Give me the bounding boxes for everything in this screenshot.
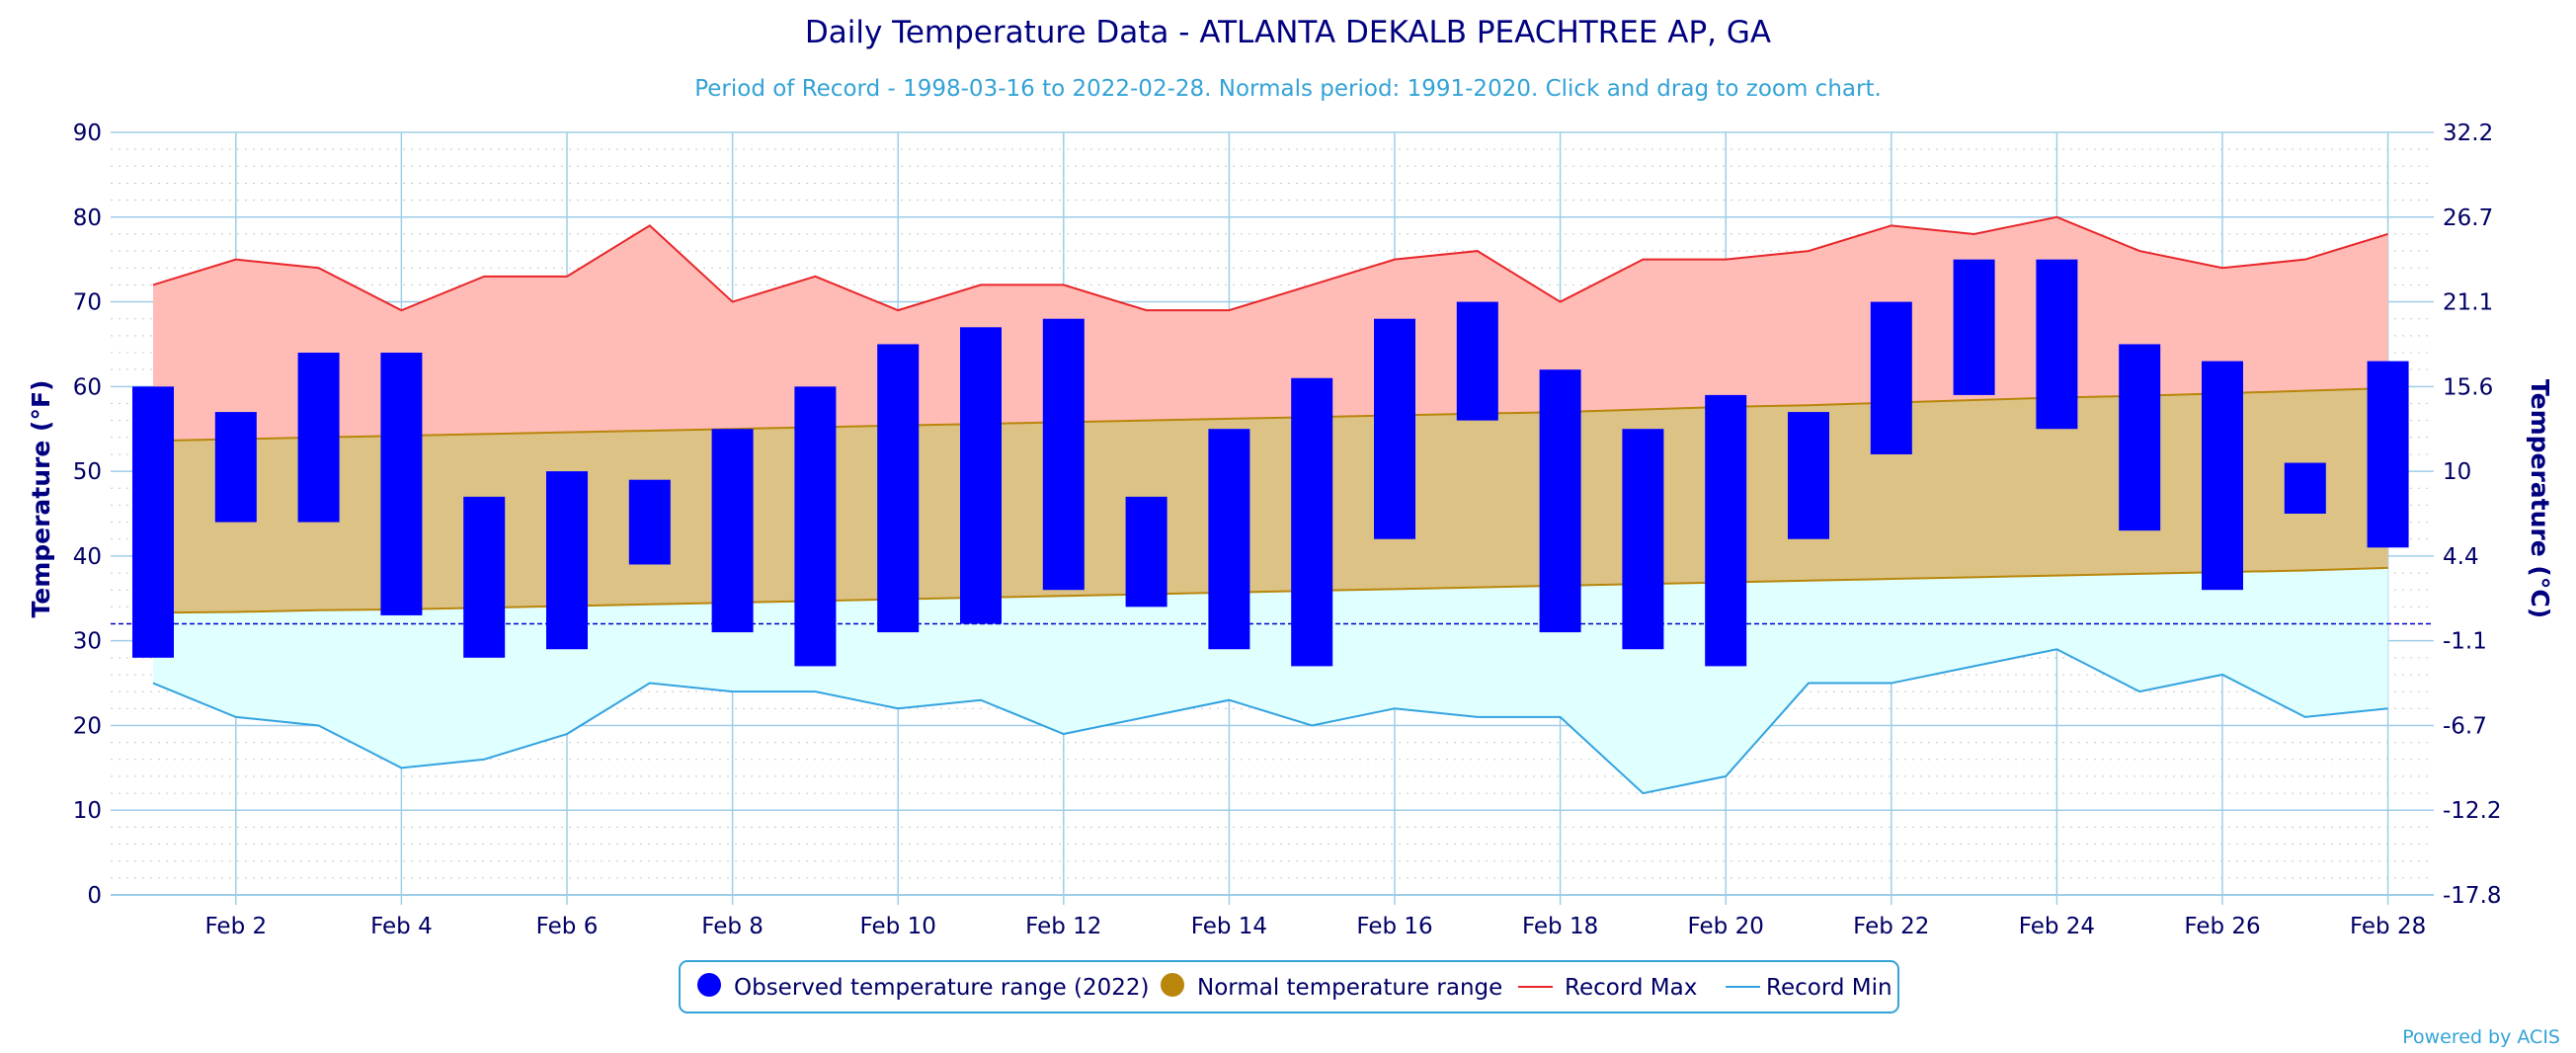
y-tick-label: 80 (73, 205, 102, 231)
x-tick-label: Feb 26 (2184, 914, 2260, 939)
x-tick-label: Feb 18 (1522, 914, 1598, 939)
y-tick-label: 0 (87, 883, 102, 909)
observed-bar (877, 344, 920, 633)
legend-label-record-min: Record Min (1766, 975, 1892, 1001)
y-tick-label-right: 10 (2443, 459, 2471, 485)
x-tick-label: Feb 12 (1025, 914, 1101, 939)
observed-bar (1208, 429, 1250, 650)
x-tick-label: Feb 28 (2350, 914, 2426, 939)
y-tick-label: 30 (73, 629, 102, 655)
observed-bar (794, 386, 837, 667)
normal-low-line (152, 566, 2388, 614)
y-tick-label-right: -17.8 (2443, 883, 2502, 909)
x-tick-label: Feb 10 (860, 914, 936, 939)
legend[interactable]: Observed temperature range (2022) Normal … (679, 960, 1899, 1013)
observed-bar (1539, 369, 1581, 633)
axes: 0 10 20 30 40 50 60 70 80 90 -17.8 -12.2 -6.7 -1.1 4.4… (73, 121, 2502, 939)
x-tick-label: Feb 16 (1356, 914, 1432, 939)
observed-bar (1622, 429, 1664, 650)
observed-bar (1125, 496, 1167, 608)
record-max-line (152, 215, 2388, 312)
legend-label-observed: Observed temperature range (2022) (734, 975, 1150, 1001)
y-tick-label-right: -1.1 (2443, 629, 2487, 655)
chart-subtitle: Period of Record - 1998-03-16 to 2022-02… (694, 76, 1882, 102)
x-tick-label: Feb 14 (1191, 914, 1267, 939)
y-tick-label-right: 26.7 (2443, 205, 2493, 231)
observed-bar (1788, 412, 1829, 539)
normal-high-line (152, 387, 2388, 443)
observed-bar (546, 471, 588, 650)
y-tick-label-right: -12.2 (2443, 798, 2502, 824)
y-tick-label-right: 21.1 (2443, 290, 2493, 316)
y-tick-label-right: -6.7 (2443, 713, 2487, 739)
observed-bar (214, 412, 257, 523)
x-tick-label: Feb 4 (370, 914, 433, 939)
legend-label-record-max: Record Max (1565, 975, 1697, 1001)
y-axis-title-right: Temperature (°C) (2526, 379, 2554, 618)
legend-marker-normal (1161, 973, 1184, 997)
record-min-line (152, 648, 2388, 795)
observed-bar (1456, 301, 1498, 421)
observed-bar (628, 479, 671, 565)
chart-title: Daily Temperature Data - ATLANTA DEKALB … (805, 15, 1771, 50)
x-tick-label: Feb 20 (1688, 914, 1764, 939)
y-tick-label: 40 (73, 544, 102, 570)
acis-credit[interactable]: Powered by ACIS (2402, 1026, 2560, 1048)
observed-bar (132, 386, 174, 658)
x-tick-label: Feb 22 (1853, 914, 1929, 939)
y-tick-label-right: 32.2 (2443, 121, 2493, 146)
legend-label-normal: Normal temperature range (1197, 975, 1502, 1001)
observed-bar (297, 353, 340, 523)
x-tick-label: Feb 6 (536, 914, 599, 939)
y-tick-label-right: 15.6 (2443, 374, 2493, 400)
observed-bar (2367, 361, 2409, 548)
y-tick-label: 70 (73, 290, 102, 316)
x-tick-label: Feb 24 (2019, 914, 2095, 939)
x-tick-label: Feb 2 (204, 914, 267, 939)
y-tick-label: 50 (73, 459, 102, 485)
observed-bar (1705, 394, 1747, 667)
observed-bar (1042, 318, 1085, 591)
observed-bar (2284, 462, 2326, 514)
observed-bar (463, 496, 506, 658)
observed-bar (1953, 259, 1995, 395)
legend-marker-observed (697, 973, 721, 997)
observed-bar (2119, 344, 2161, 531)
y-axis-title-left: Temperature (°F) (27, 380, 55, 618)
y-tick-label: 60 (73, 374, 102, 400)
y-tick-label-right: 4.4 (2443, 544, 2479, 570)
observed-bar (711, 429, 754, 633)
observed-bar (1374, 318, 1415, 539)
y-tick-label: 90 (73, 121, 102, 146)
y-tick-label: 10 (73, 798, 102, 824)
observed-bar (960, 327, 1002, 624)
record-high-area (153, 216, 2388, 442)
observed-bar (1870, 301, 1912, 454)
observed-bar (2202, 361, 2243, 591)
observed-bar (380, 353, 423, 615)
y-tick-label: 20 (73, 713, 102, 739)
legend-box (679, 960, 1899, 1013)
x-tick-label: Feb 8 (701, 914, 764, 939)
observed-bars (132, 259, 2409, 667)
observed-bar (2036, 259, 2078, 430)
observed-bar (1291, 377, 1333, 667)
